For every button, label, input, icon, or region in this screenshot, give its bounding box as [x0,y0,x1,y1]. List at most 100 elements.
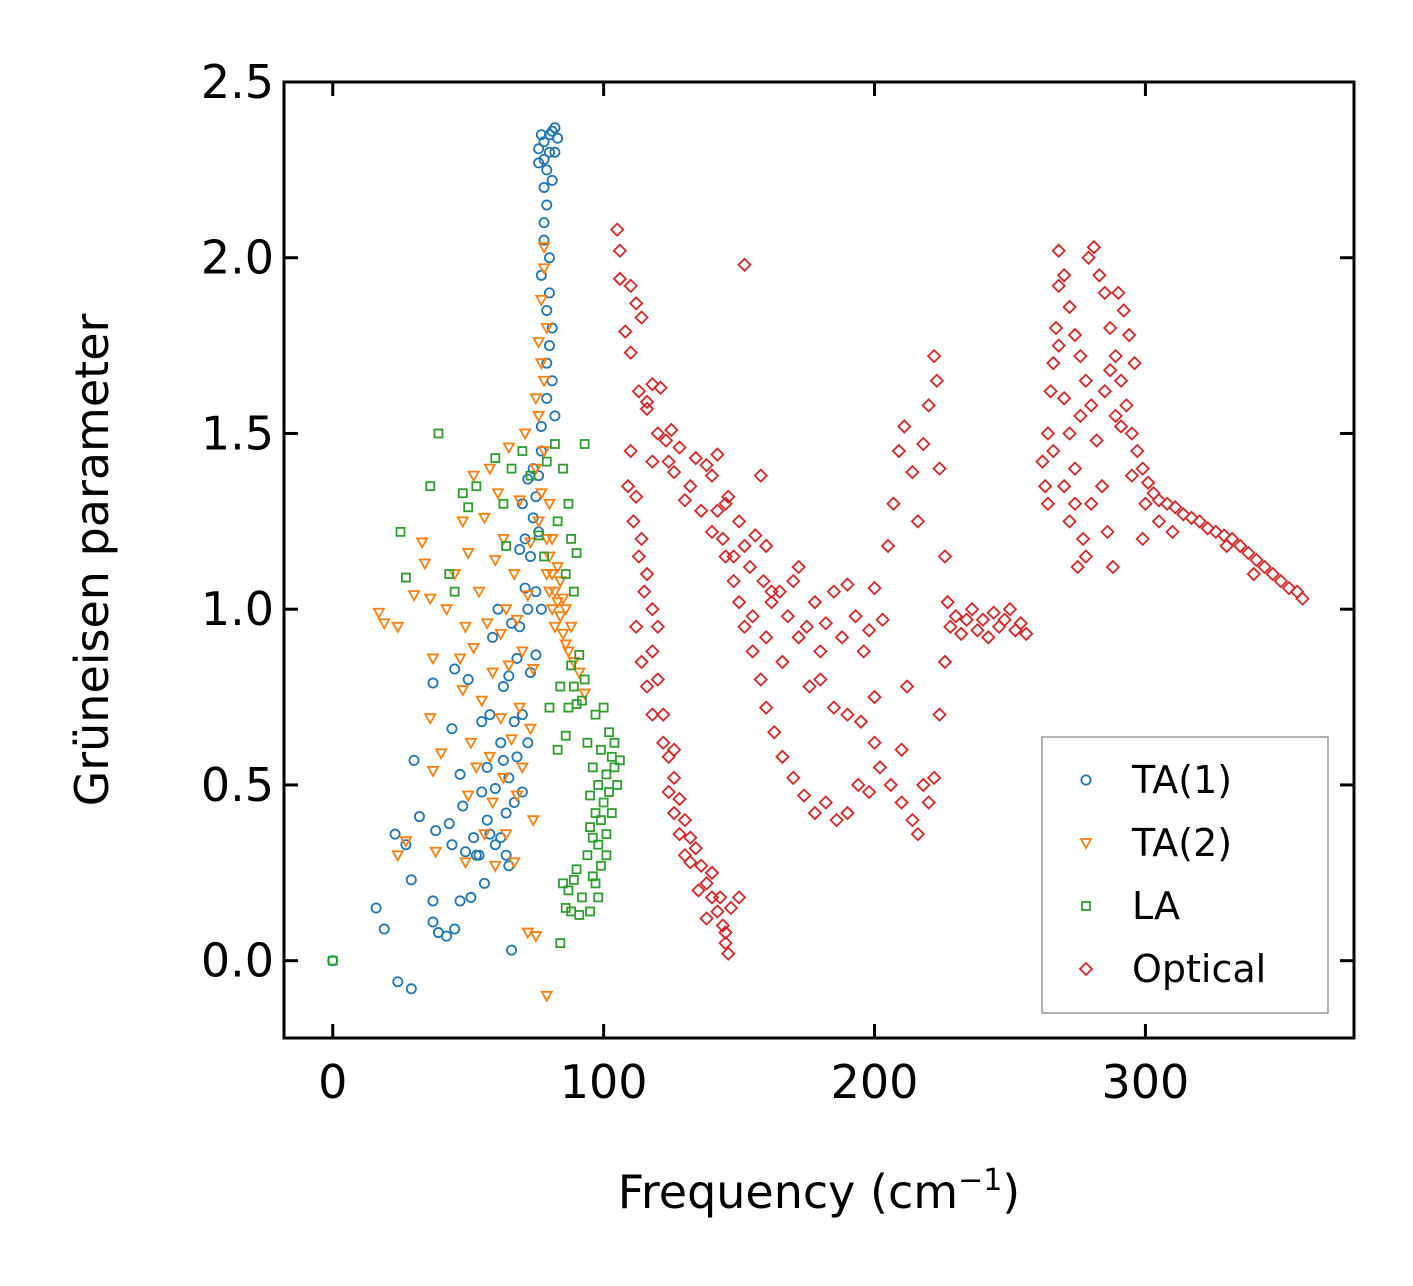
data-point [500,849,512,861]
data-point [489,839,501,851]
data-point [475,695,489,708]
data-point [480,618,494,631]
data-point [521,927,535,940]
data-point [609,762,620,773]
data-point [764,594,779,610]
data-point [507,569,521,581]
data-point [534,295,548,307]
data-point [791,559,806,575]
data-point [1257,559,1272,575]
data-point [426,653,440,666]
data-point [593,780,604,790]
data-point [802,679,817,694]
data-point [683,854,698,870]
data-point [720,946,736,961]
data-point [637,584,652,599]
data-point [427,916,439,928]
data-point [710,503,725,519]
data-point [1083,496,1099,512]
data-point [530,649,542,661]
data-point [497,681,509,693]
data-point [672,791,687,807]
data-point [534,488,548,501]
data-point [661,749,676,765]
data-point [1151,514,1167,529]
data-point [563,498,574,509]
data-point [826,700,842,715]
data-point [1151,492,1167,508]
data-point [405,983,417,995]
data-point [796,788,812,803]
data-point [503,670,515,682]
data-point [458,621,473,634]
data-point [666,805,682,821]
y-tick-label: 0.5 [201,758,274,812]
data-point [461,548,475,560]
data-point [558,878,568,889]
data-point [467,642,481,655]
data-point [541,304,553,316]
data-point [1081,250,1096,266]
data-point [1037,478,1053,494]
x-axis-title-superscript: −1 [958,1163,1002,1198]
data-point [545,569,559,581]
data-point [634,310,649,325]
y-tick-label: 1.0 [201,582,274,636]
data-point [566,534,577,544]
data-point [543,340,555,352]
data-point [1105,559,1121,575]
data-point [571,548,582,558]
data-point [535,129,547,141]
data-point [1124,468,1140,483]
data-point [875,612,890,628]
data-point [767,724,782,740]
data-point [1111,285,1126,301]
data-point [666,770,682,786]
data-point [1208,524,1224,540]
data-point [1097,384,1113,399]
data-point [415,537,429,550]
data-point [585,906,596,917]
data-point [587,832,598,843]
data-point [1219,538,1234,554]
data-point [704,890,720,905]
data-point [543,287,555,299]
data-point [851,777,866,793]
data-point [434,748,448,761]
data-point [567,657,581,669]
data-point [731,594,747,610]
data-point [634,654,649,670]
data-point [533,143,545,155]
data-point [775,654,790,670]
data-point [1165,524,1180,540]
data-point [910,826,926,842]
data-point [807,594,823,610]
data-markers [327,122,1310,1003]
legend-marker-ta-1- [1080,774,1092,786]
data-point [538,153,550,165]
data-point [785,573,801,589]
data-point [377,618,391,631]
data-point [568,874,579,885]
data-point [427,677,439,689]
data-point [753,672,769,687]
data-point [720,489,736,505]
data-point [1056,478,1072,494]
data-point [541,199,553,211]
data-point [582,737,593,748]
data-point [568,586,579,597]
data-point [577,695,587,706]
data-point [1048,320,1064,336]
data-point [465,891,477,903]
data-point [488,555,502,567]
data-point [535,420,547,432]
data-point [1073,348,1088,364]
data-point [1176,507,1191,522]
data-point [468,832,480,844]
data-point [929,373,945,389]
data-point [566,660,577,671]
data-point [1092,268,1107,283]
data-point [650,619,666,635]
data-point [587,762,598,773]
data-point [718,496,733,512]
